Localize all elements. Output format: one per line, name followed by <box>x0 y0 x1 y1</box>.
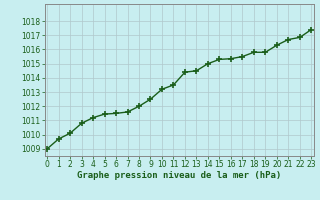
X-axis label: Graphe pression niveau de la mer (hPa): Graphe pression niveau de la mer (hPa) <box>77 171 281 180</box>
